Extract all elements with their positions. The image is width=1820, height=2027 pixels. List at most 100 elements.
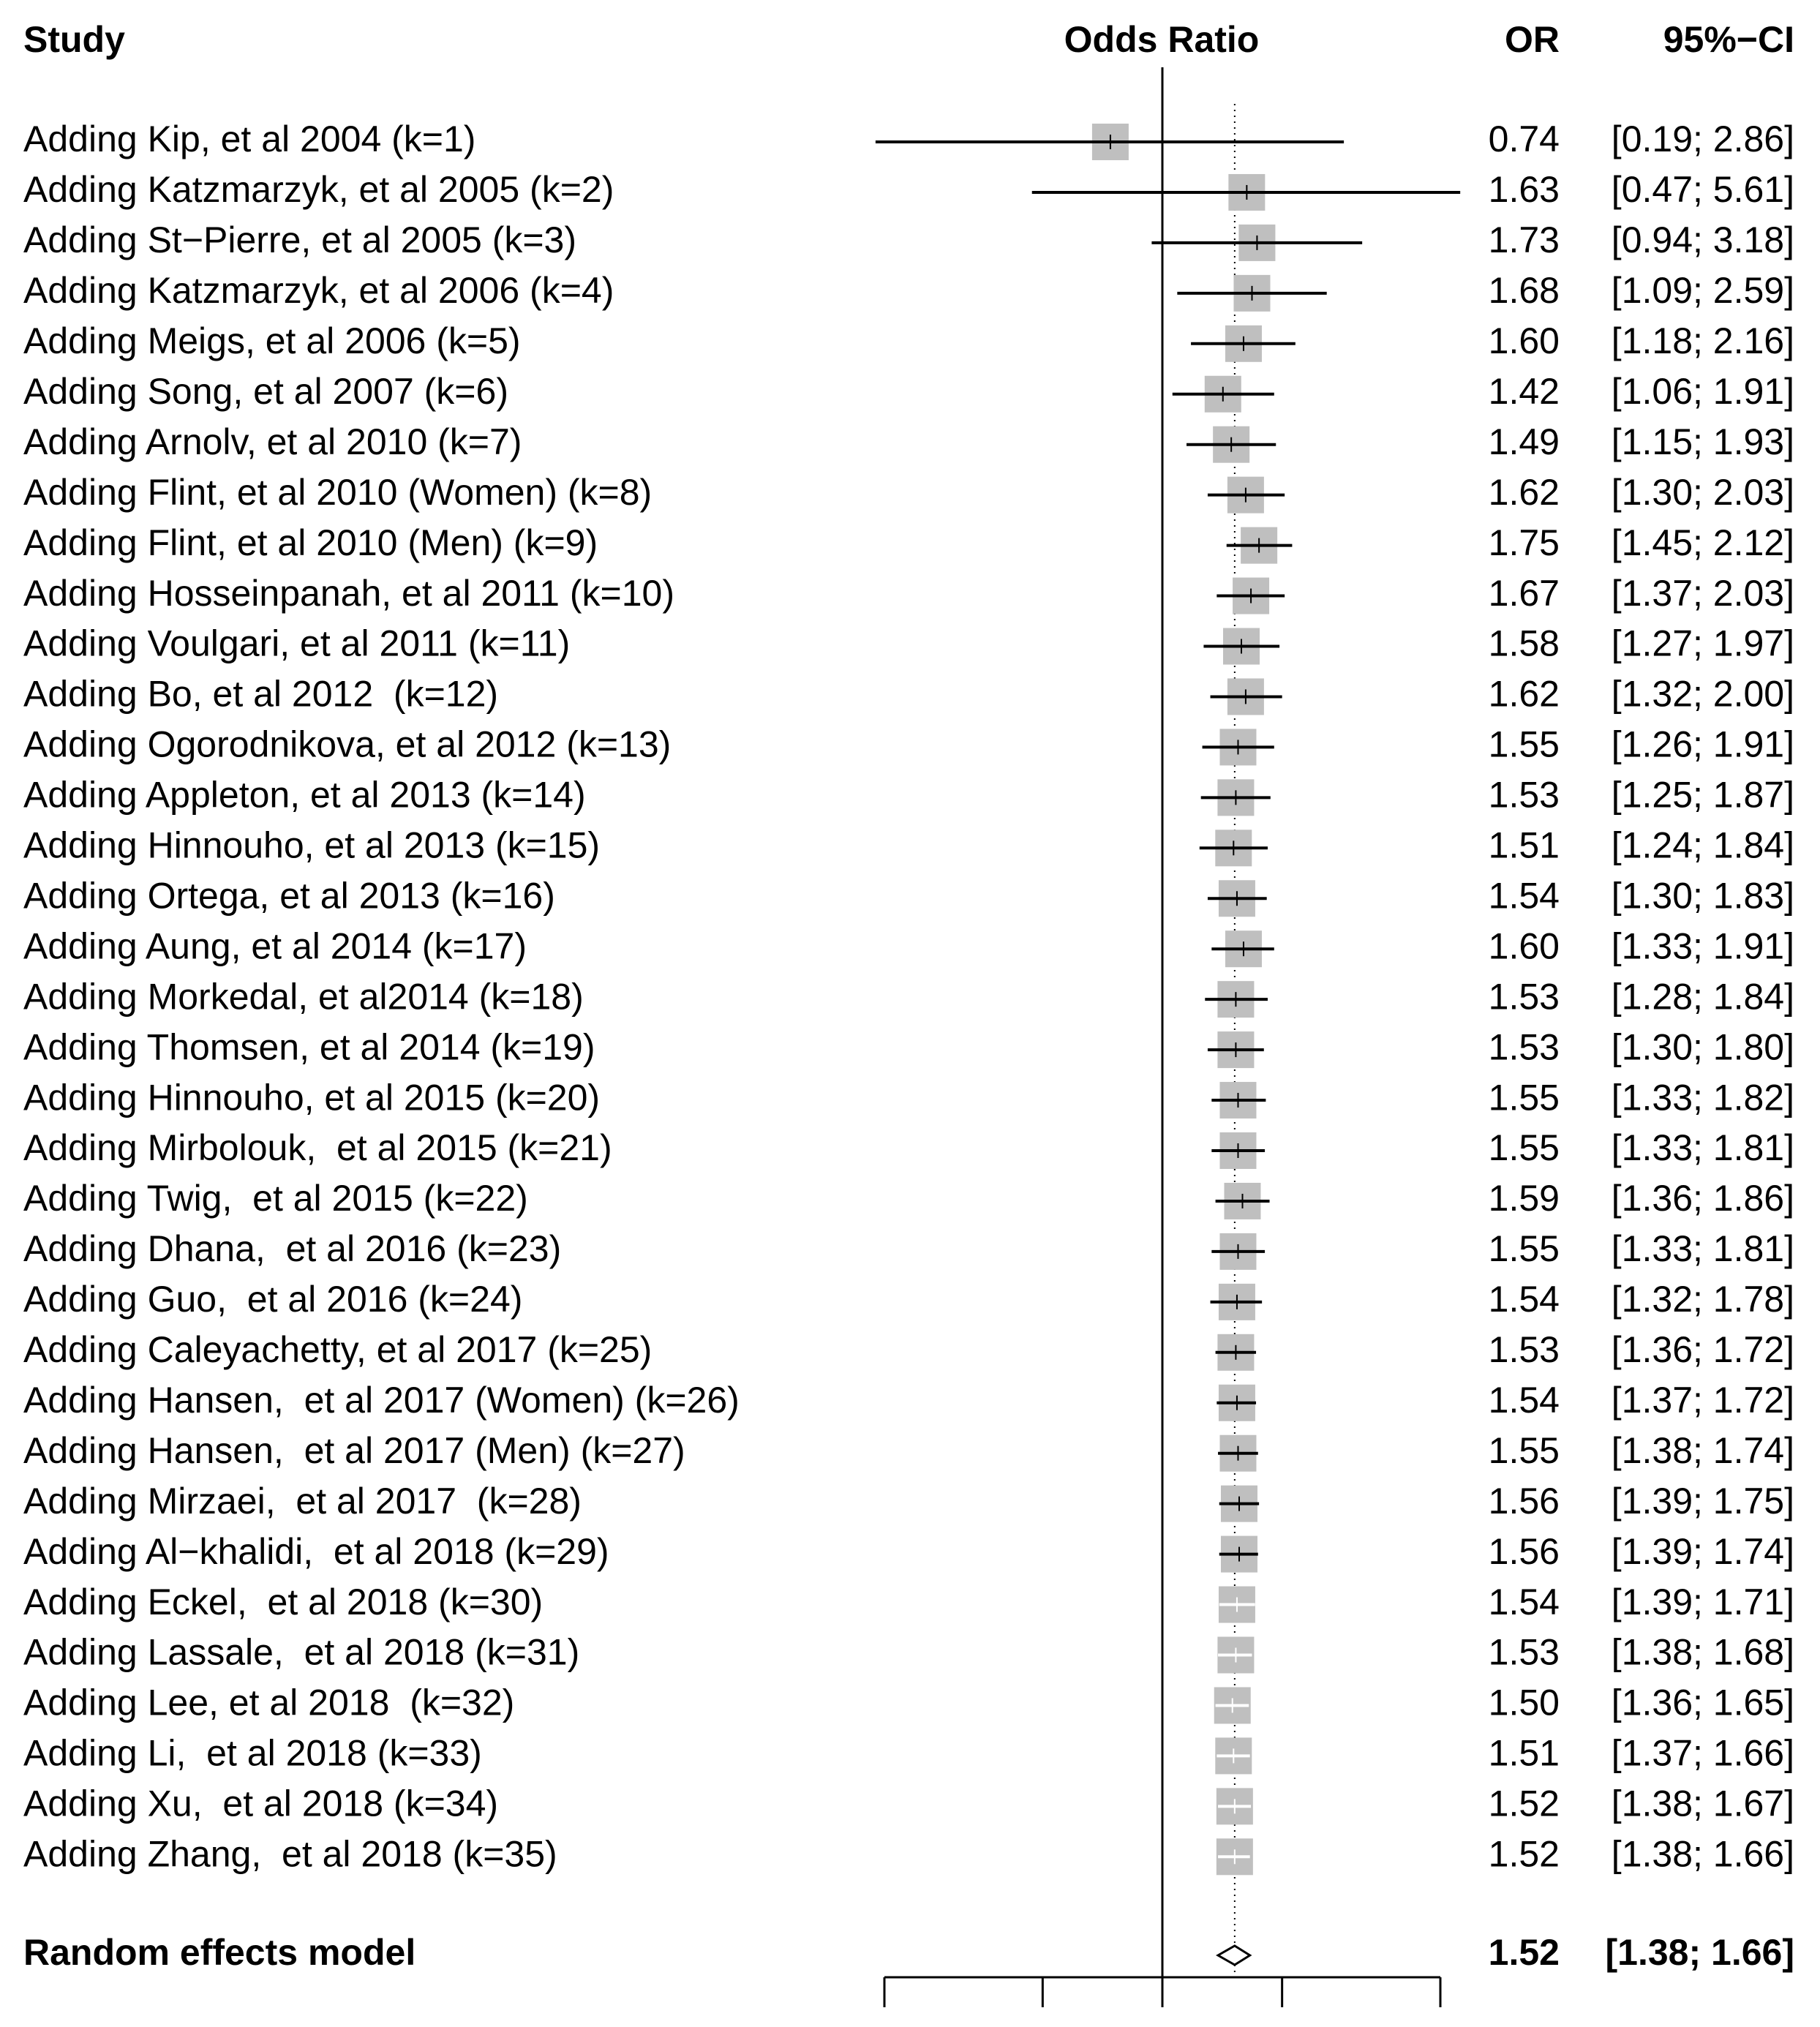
or-label: 1.54	[1489, 1380, 1560, 1421]
or-label: 1.56	[1489, 1531, 1560, 1572]
study-label: Adding Xu, et al 2018 (k=34)	[23, 1783, 498, 1824]
study-label: Adding Hinnouho, et al 2015 (k=20)	[23, 1077, 600, 1118]
or-label: 1.53	[1489, 1026, 1560, 1067]
study-label: Adding Arnolv, et al 2010 (k=7)	[23, 421, 522, 462]
study-label: Adding Voulgari, et al 2011 (k=11)	[23, 623, 570, 664]
ci-label: [0.94; 3.18]	[1612, 219, 1794, 260]
study-label: Adding Mirzaei, et al 2017 (k=28)	[23, 1481, 582, 1522]
ci-label: [1.25; 1.87]	[1612, 775, 1794, 816]
study-label: Adding Song, et al 2007 (k=6)	[23, 371, 508, 412]
study-label: Adding Hinnouho, et al 2013 (k=15)	[23, 825, 600, 866]
study-header: Study	[23, 19, 125, 60]
study-label: Adding Guo, et al 2016 (k=24)	[23, 1279, 522, 1320]
or-label: 1.51	[1489, 825, 1560, 866]
or-label: 1.53	[1489, 775, 1560, 816]
ci-label: [1.37; 1.66]	[1612, 1733, 1794, 1774]
or-label: 1.53	[1489, 1329, 1560, 1370]
study-label: Adding Hansen, et al 2017 (Women) (k=26)	[23, 1380, 740, 1421]
ci-label: [1.33; 1.81]	[1612, 1228, 1794, 1269]
pooled-ci: [1.38; 1.66]	[1606, 1932, 1794, 1973]
ci-label: [1.36; 1.86]	[1612, 1178, 1794, 1219]
or-label: 1.42	[1489, 371, 1560, 412]
or-label: 1.63	[1489, 169, 1560, 210]
ci-label: [1.15; 1.93]	[1612, 421, 1794, 462]
pooled-diamond	[1216, 1944, 1252, 1966]
ci-label: [1.39; 1.71]	[1612, 1582, 1794, 1622]
study-label: Adding Ortega, et al 2013 (k=16)	[23, 875, 555, 916]
study-label: Adding Caleyachetty, et al 2017 (k=25)	[23, 1329, 652, 1370]
study-label: Adding Dhana, et al 2016 (k=23)	[23, 1228, 561, 1269]
ci-label: [1.39; 1.75]	[1612, 1481, 1794, 1522]
study-label: Adding Bo, et al 2012 (k=12)	[23, 674, 498, 715]
or-label: 1.49	[1489, 421, 1560, 462]
study-label: Adding Appleton, et al 2013 (k=14)	[23, 775, 586, 816]
study-label: Adding Katzmarzyk, et al 2005 (k=2)	[23, 169, 614, 210]
or-label: 1.59	[1489, 1178, 1560, 1219]
study-label: Adding Thomsen, et al 2014 (k=19)	[23, 1026, 595, 1067]
ci-label: [1.38; 1.74]	[1612, 1430, 1794, 1471]
ci-label: [1.39; 1.74]	[1612, 1531, 1794, 1572]
ci-label: [1.33; 1.82]	[1612, 1077, 1794, 1118]
ci-header: 95%−CI	[1663, 19, 1794, 60]
ci-label: [1.18; 2.16]	[1612, 320, 1794, 361]
study-label: Adding Morkedal, et al2014 (k=18)	[23, 976, 584, 1017]
ci-label: [1.24; 1.84]	[1612, 825, 1794, 866]
or-label: 1.52	[1489, 1834, 1560, 1875]
study-label: Adding Lassale, et al 2018 (k=31)	[23, 1632, 579, 1673]
study-label: Adding Ogorodnikova, et al 2012 (k=13)	[23, 724, 671, 765]
or-label: 1.56	[1489, 1481, 1560, 1522]
ci-label: [1.36; 1.72]	[1612, 1329, 1794, 1370]
study-label: Adding Flint, et al 2010 (Women) (k=8)	[23, 472, 652, 513]
pooled-label: Random effects model	[23, 1932, 415, 1973]
ci-label: [1.38; 1.68]	[1612, 1632, 1794, 1673]
or-label: 1.75	[1489, 522, 1560, 563]
study-label: Adding St−Pierre, et al 2005 (k=3)	[23, 219, 576, 260]
or-label: 1.67	[1489, 573, 1560, 614]
or-label: 1.62	[1489, 472, 1560, 513]
study-label: Adding Li, et al 2018 (k=33)	[23, 1733, 482, 1774]
ci-label: [1.06; 1.91]	[1612, 371, 1794, 412]
or-label: 1.54	[1489, 875, 1560, 916]
or-label: 1.55	[1489, 1430, 1560, 1471]
ci-label: [1.09; 2.59]	[1612, 270, 1794, 311]
or-label: 1.50	[1489, 1682, 1560, 1723]
ci-label: [1.32; 2.00]	[1612, 674, 1794, 715]
ci-label: [1.37; 2.03]	[1612, 573, 1794, 614]
study-label: Adding Flint, et al 2010 (Men) (k=9)	[23, 522, 598, 563]
study-label: Adding Mirbolouk, et al 2015 (k=21)	[23, 1127, 612, 1168]
study-label: Adding Kip, et al 2004 (k=1)	[23, 119, 475, 159]
study-label: Adding Twig, et al 2015 (k=22)	[23, 1178, 528, 1219]
study-label: Adding Zhang, et al 2018 (k=35)	[23, 1834, 557, 1875]
pooled-or: 1.52	[1489, 1932, 1560, 1973]
study-label: Adding Hosseinpanah, et al 2011 (k=10)	[23, 573, 674, 614]
or-header: OR	[1505, 19, 1560, 60]
ci-label: [1.26; 1.91]	[1612, 724, 1794, 765]
ci-label: [1.30; 1.80]	[1612, 1026, 1794, 1067]
ci-label: [1.37; 1.72]	[1612, 1380, 1794, 1421]
or-label: 1.68	[1489, 270, 1560, 311]
ci-label: [1.27; 1.97]	[1612, 623, 1794, 664]
study-label: Adding Eckel, et al 2018 (k=30)	[23, 1582, 543, 1622]
or-label: 1.60	[1489, 925, 1560, 966]
or-label: 1.62	[1489, 674, 1560, 715]
study-label: Adding Hansen, et al 2017 (Men) (k=27)	[23, 1430, 685, 1471]
ci-label: [1.45; 2.12]	[1612, 522, 1794, 563]
or-label: 1.55	[1489, 1127, 1560, 1168]
or-label: 1.55	[1489, 1077, 1560, 1118]
or-label: 1.73	[1489, 219, 1560, 260]
study-label: Adding Lee, et al 2018 (k=32)	[23, 1682, 514, 1723]
or-label: 1.60	[1489, 320, 1560, 361]
study-label: Adding Aung, et al 2014 (k=17)	[23, 925, 527, 966]
ci-label: [1.33; 1.91]	[1612, 925, 1794, 966]
study-label: Adding Al−khalidi, et al 2018 (k=29)	[23, 1531, 609, 1572]
ci-label: [1.30; 1.83]	[1612, 875, 1794, 916]
or-label: 1.54	[1489, 1279, 1560, 1320]
ci-label: [1.28; 1.84]	[1612, 976, 1794, 1017]
ci-label: [1.38; 1.67]	[1612, 1783, 1794, 1824]
or-label: 1.55	[1489, 1228, 1560, 1269]
or-label: 0.74	[1489, 119, 1560, 159]
effect-header: Odds Ratio	[1064, 19, 1260, 60]
ci-label: [1.38; 1.66]	[1612, 1834, 1794, 1875]
ci-label: [0.19; 2.86]	[1612, 119, 1794, 159]
